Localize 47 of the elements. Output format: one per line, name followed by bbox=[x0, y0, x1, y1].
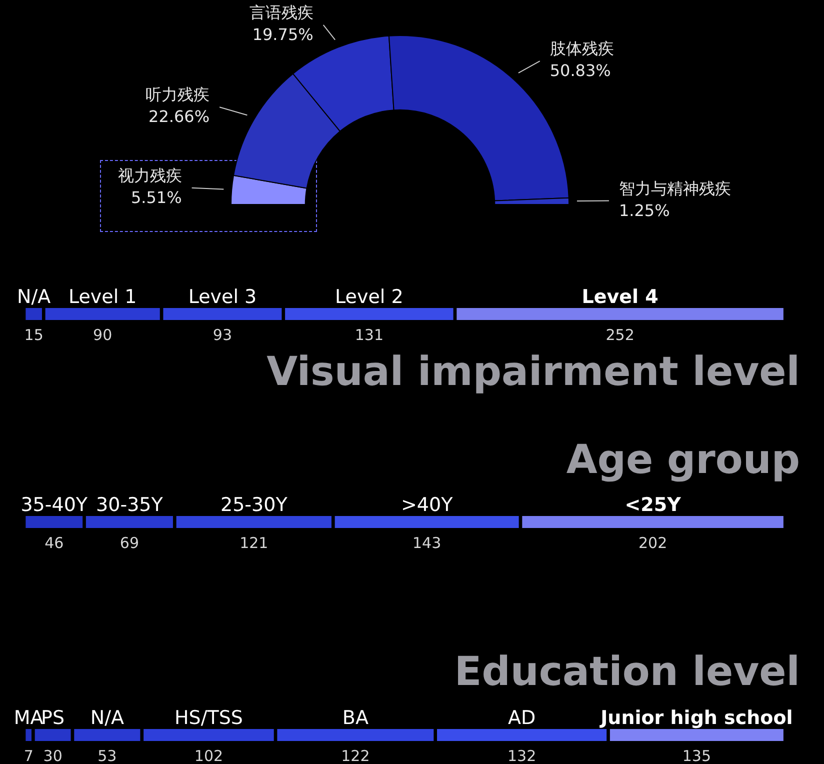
data-label: 1.25% bbox=[618, 200, 670, 220]
text: MA bbox=[14, 706, 44, 729]
data-label: 143 bbox=[412, 534, 442, 552]
text: N/A bbox=[17, 286, 51, 308]
data-label: 5.51% bbox=[130, 188, 182, 207]
text: Level 1 bbox=[68, 286, 137, 308]
text: Junior high school bbox=[598, 706, 793, 729]
data-label: 53 bbox=[98, 746, 117, 764]
data-label: 121 bbox=[240, 534, 268, 552]
slice-label: 听力残疾 bbox=[146, 85, 210, 104]
slice-label: 言语残疾 bbox=[249, 3, 314, 22]
data-label: 135 bbox=[682, 746, 712, 764]
text: <25Y bbox=[624, 494, 682, 516]
data-label: 102 bbox=[194, 746, 224, 764]
text: Age group bbox=[566, 436, 800, 484]
data-label: 252 bbox=[606, 326, 634, 344]
text: 25-30Y bbox=[220, 494, 288, 516]
data-label: 69 bbox=[120, 534, 139, 552]
text: >40Y bbox=[400, 494, 454, 516]
data-label: 202 bbox=[638, 534, 668, 552]
text: Level 2 bbox=[335, 286, 404, 308]
text: BA bbox=[342, 706, 368, 729]
data-label: 90 bbox=[93, 326, 112, 344]
text: 30-35Y bbox=[96, 494, 164, 516]
text: Visual impairment level bbox=[266, 348, 800, 396]
text: HS/TSS bbox=[174, 706, 243, 729]
text: Level 3 bbox=[188, 286, 257, 308]
data-label: 122 bbox=[341, 746, 370, 764]
data-label: 19.75% bbox=[252, 25, 314, 44]
slice-label: 视力残疾 bbox=[118, 166, 182, 185]
slice-label: 肢体残疾 bbox=[550, 39, 614, 58]
text: 35-40Y bbox=[20, 494, 88, 516]
data-label: 7 bbox=[24, 746, 34, 764]
data-label: 30 bbox=[43, 746, 62, 764]
data-label: 132 bbox=[507, 746, 536, 764]
data-label: 15 bbox=[24, 326, 44, 344]
data-label: 131 bbox=[354, 326, 384, 344]
text: N/A bbox=[90, 706, 124, 729]
text: PS bbox=[41, 706, 65, 729]
data-label: 93 bbox=[212, 326, 232, 344]
data-label: 46 bbox=[44, 534, 64, 552]
data-label: 22.66% bbox=[148, 107, 210, 126]
text: Level 4 bbox=[582, 286, 658, 308]
text: AD bbox=[508, 706, 536, 729]
text: Education level bbox=[454, 648, 800, 696]
slice-label: 智力与精神残疾 bbox=[618, 178, 731, 198]
data-label: 50.83% bbox=[550, 61, 611, 80]
